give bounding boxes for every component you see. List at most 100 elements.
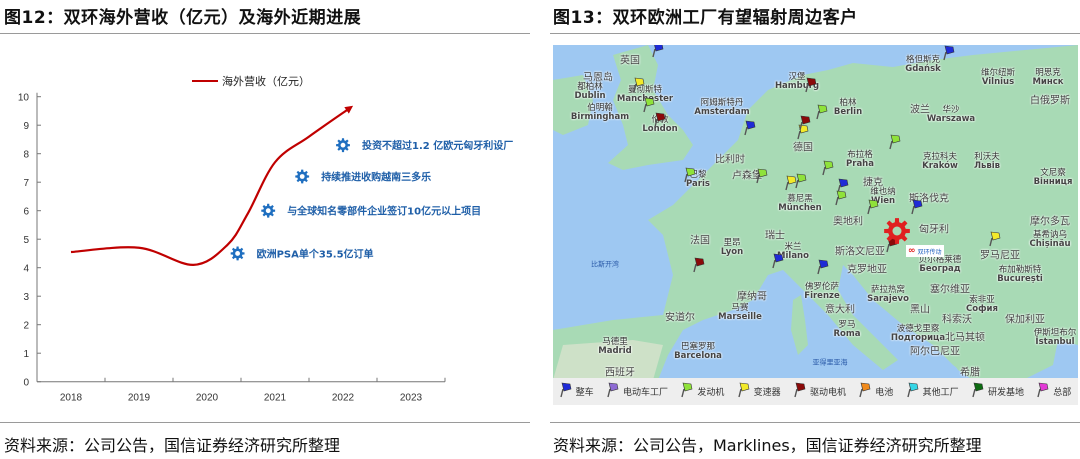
map-label: 保加利亚 bbox=[1005, 315, 1045, 325]
legend-label: 驱动电机 bbox=[809, 388, 846, 398]
annotation-label: 投资不超过1.2 亿欧元匈牙利设厂 bbox=[362, 139, 513, 152]
map-label: 白俄罗斯 bbox=[1030, 95, 1070, 107]
map-label-cn: 波德戈里察 bbox=[896, 324, 940, 334]
map-label: 罗马尼亚 bbox=[980, 251, 1020, 261]
map-label: 慕尼黑 München bbox=[778, 195, 821, 213]
map-label-cn: 伯明翰 bbox=[587, 103, 613, 113]
map-label-cn: 文尼察 bbox=[1040, 168, 1066, 178]
map-label-cn: 明思克 bbox=[1035, 68, 1061, 78]
map-label-cn: 巴塞罗那 bbox=[680, 342, 716, 352]
pin-icon bbox=[972, 382, 984, 401]
map-label-cn: 贝尔格莱德 bbox=[918, 255, 962, 265]
map-label-cn: 意大利 bbox=[825, 304, 855, 316]
annotation-label: 欧洲PSA单个35.5亿订单 bbox=[257, 247, 374, 260]
map-pin-icon bbox=[889, 134, 901, 150]
map-label-cn: 维也纳 bbox=[870, 187, 896, 197]
land-spain-tint bbox=[553, 340, 663, 380]
legend-label: 整车 bbox=[575, 388, 594, 398]
map-label-cn: 斯洛文尼亚 bbox=[835, 246, 885, 258]
annotation-label: 持续推进收购越南三多乐 bbox=[321, 171, 431, 184]
map-label-cn: 希腊 bbox=[960, 367, 980, 379]
map-label: 佛罗伦萨 Firenze bbox=[804, 283, 839, 301]
legend-item: 电池 bbox=[859, 382, 893, 401]
map-label: 伯明翰 Birmingham bbox=[571, 104, 629, 122]
x-tick-label: 2019 bbox=[128, 393, 151, 404]
logo-text: 双环传动 bbox=[917, 248, 942, 256]
map-label-cn: 白俄罗斯 bbox=[1030, 95, 1070, 107]
map-label-cn: 奥地利 bbox=[833, 216, 863, 228]
source-rule-left bbox=[0, 422, 530, 423]
map-label: 希腊 bbox=[960, 367, 980, 379]
source-note-right: 资料来源：公司公告，Marklines，国信证券经济研究所整理 bbox=[553, 436, 982, 455]
map-pin-icon bbox=[785, 175, 797, 191]
map-label: 布加勒斯特 București bbox=[997, 266, 1043, 284]
legend-item: 研发基地 bbox=[972, 382, 1024, 401]
map-label: 贝尔格莱德 Београд bbox=[919, 256, 962, 274]
map-label-en: Dublin bbox=[574, 91, 606, 101]
map-label: 德国 bbox=[793, 143, 813, 153]
map-label: 捷克 bbox=[863, 178, 883, 188]
map-label-en: Львів bbox=[973, 161, 1001, 171]
map-label: 马赛 Marseille bbox=[718, 304, 762, 322]
map-label: 萨拉热窝 Sarajevo bbox=[867, 286, 909, 304]
map-label: 马恩岛 bbox=[583, 73, 613, 83]
map-label-cn: 华沙 bbox=[942, 105, 960, 115]
map-label: 格但斯克 Gdańsk bbox=[905, 56, 941, 74]
legend-item: 发动机 bbox=[681, 382, 724, 401]
map-label: 罗马 Roma bbox=[834, 321, 861, 339]
map-label-en: Berlin bbox=[833, 107, 863, 117]
map-pin-icon bbox=[822, 160, 834, 176]
land-ireland bbox=[553, 75, 593, 135]
y-tick-label: 8 bbox=[23, 150, 29, 161]
x-tick-label: 2021 bbox=[264, 393, 287, 404]
source-note-left: 资料来源：公司公告，国信证券经济研究所整理 bbox=[4, 436, 341, 455]
legend-label: 电池 bbox=[875, 388, 894, 398]
title-rule-right bbox=[550, 33, 1080, 34]
map-label: 北马其顿 bbox=[945, 333, 985, 343]
map-label-en: Milano bbox=[777, 251, 809, 261]
map-label-en: Wien bbox=[870, 196, 896, 206]
map-label: 波兰 bbox=[910, 104, 930, 116]
land-corsica-sardinia bbox=[791, 295, 808, 355]
figure-13-title: 图13：双环欧洲工厂有望辐射周边客户 bbox=[553, 8, 858, 28]
map-label: 斯洛伐克 bbox=[909, 194, 949, 204]
map-label-en: İstanbul bbox=[1035, 337, 1075, 347]
map-label-cn: 克罗地亚 bbox=[847, 264, 887, 276]
map-label: 摩尔多瓦 bbox=[1030, 217, 1070, 227]
x-tick-label: 2018 bbox=[60, 393, 83, 404]
pin-icon bbox=[859, 382, 871, 401]
legend-item: 变速器 bbox=[737, 382, 781, 401]
map-label-en: Paris bbox=[686, 179, 710, 189]
europe-map: 英国马恩岛都柏林Dublin曼彻斯特Manchester伯明翰Birmingha… bbox=[553, 45, 1078, 405]
company-logo: ∞ 双环传动 bbox=[906, 245, 944, 257]
map-label: 安道尔 bbox=[665, 313, 695, 323]
map-label-cn: 汉堡 bbox=[788, 72, 806, 82]
map-label: 法国 bbox=[690, 235, 710, 247]
map-label-cn: 波兰 bbox=[910, 104, 930, 116]
hq-gear-hole bbox=[892, 226, 902, 236]
map-label: 波德戈里察 Подгорица bbox=[891, 325, 945, 343]
pin-icon bbox=[607, 382, 619, 401]
map-label-cn: 伊斯坦布尔 bbox=[1033, 328, 1077, 338]
map-label-cn: 亚得里亚海 bbox=[812, 358, 848, 367]
map-pin-icon bbox=[652, 45, 664, 58]
map-label-en: Chișinău bbox=[1029, 239, 1071, 249]
map-label: 奥地利 bbox=[833, 216, 863, 228]
legend-label: 研发基地 bbox=[987, 388, 1024, 398]
annotation-label: 与全球知名零部件企业签订10亿元以上项目 bbox=[287, 205, 481, 218]
map-label-cn: 西班牙 bbox=[605, 367, 635, 379]
pin-icon bbox=[1037, 382, 1049, 401]
map-label-cn: 马赛 bbox=[731, 303, 749, 313]
map-label-cn: 法国 bbox=[690, 235, 710, 247]
gear-hole bbox=[340, 142, 346, 148]
y-tick-label: 6 bbox=[23, 207, 29, 218]
y-tick-label: 9 bbox=[23, 121, 29, 132]
map-label-en: București bbox=[997, 274, 1043, 284]
title-rule-left bbox=[0, 33, 530, 34]
map-label-en: Barcelona bbox=[674, 351, 722, 361]
map-label-cn: 佛罗伦萨 bbox=[804, 282, 840, 292]
map-label-cn: 卢森堡 bbox=[732, 170, 762, 182]
map-label: 华沙 Warszawa bbox=[927, 106, 975, 124]
map-label: 伊斯坦布尔 İstanbul bbox=[1034, 329, 1077, 347]
map-pin-icon bbox=[835, 190, 847, 206]
